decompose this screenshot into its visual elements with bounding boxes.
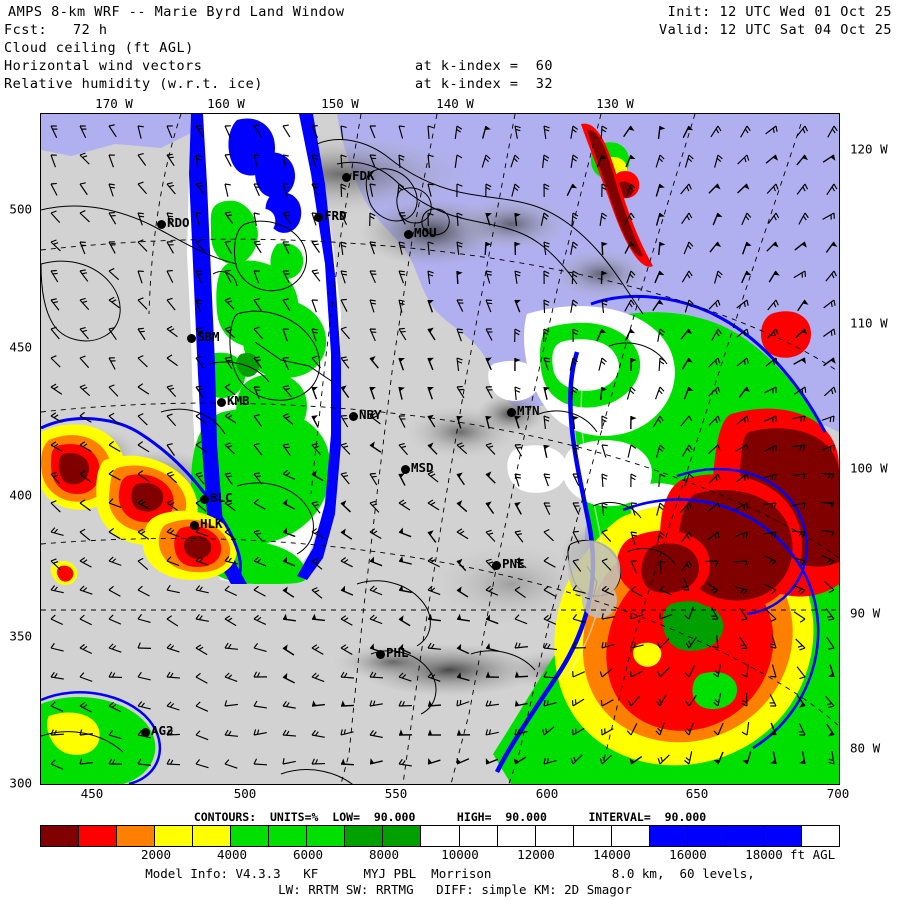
colorbar-bin-5[interactable] (231, 826, 270, 846)
station-dot-icon (187, 334, 196, 343)
axis-right-tick-3: 90 W (850, 605, 881, 621)
colorbar-units-label: ft AGL (790, 847, 836, 862)
field-label-wind-vectors: Horizontal wind vectors (4, 58, 203, 74)
station-dot-icon (404, 230, 413, 239)
colorbar-tick-8: 18000 (745, 847, 783, 862)
station-label: MTN (517, 403, 540, 418)
colorbar-bin-4[interactable] (193, 826, 232, 846)
field-label-cloud-ceiling: Cloud ceiling (ft AGL) (4, 40, 194, 56)
colorbar-bin-9[interactable] (383, 826, 422, 846)
kindex-wind-label: at k-index = 60 (415, 58, 554, 74)
colorbar-bin-10[interactable] (421, 826, 460, 846)
colorbar-bin-18[interactable] (725, 826, 764, 846)
axis-right-tick-0: 120 W (850, 141, 888, 157)
station-dot-icon (349, 412, 358, 421)
station-label: PNE (502, 556, 525, 571)
station-label: FDK (352, 168, 375, 183)
station-dot-icon (157, 220, 166, 229)
axis-left-tick-1: 450 (9, 339, 32, 355)
station-dot-icon (376, 650, 385, 659)
axis-left-tick-4: 300 (9, 775, 32, 791)
axis-top-tick-4: 130 W (596, 96, 634, 111)
colorbar-tick-3: 8000 (368, 847, 400, 862)
station-dot-icon (217, 398, 226, 407)
axis-right-tick-2: 100 W (850, 460, 888, 476)
axis-bottom-tick-4: 650 (685, 786, 709, 801)
colorbar-bin-8[interactable] (345, 826, 384, 846)
colorbar-bin-2[interactable] (117, 826, 156, 846)
colorbar-tick-5: 12000 (517, 847, 555, 862)
colorbar-tick-2: 6000 (292, 847, 324, 862)
colorbar-bin-7[interactable] (307, 826, 346, 846)
station-label: SBM (197, 329, 220, 344)
station-dot-icon (314, 213, 323, 222)
station-dot-icon (342, 173, 351, 182)
station-label: KMB (227, 393, 250, 408)
station-label: HLK (200, 516, 223, 531)
station-label: FRD (324, 208, 347, 223)
colorbar-tick-0: 2000 (140, 847, 172, 862)
kindex-humidity-label: at k-index = 32 (415, 76, 554, 92)
colorbar-bin-16[interactable] (649, 826, 688, 846)
init-time-label: Init: 12 UTC Wed 01 Oct 25 (667, 4, 892, 20)
colorbar-bin-3[interactable] (155, 826, 194, 846)
station-dot-icon (200, 495, 209, 504)
forecast-hour-label: Fcst: 72 h (4, 22, 108, 38)
colorbar-bin-19[interactable] (763, 826, 802, 846)
station-label: NBY (359, 407, 382, 422)
station-dot-icon (401, 465, 410, 474)
station-label: MOU (414, 225, 437, 240)
station-label: BLC (210, 490, 233, 505)
colorbar-bin-14[interactable] (573, 826, 612, 846)
colorbar-bin-0[interactable] (41, 826, 80, 846)
axis-bottom-tick-2: 550 (384, 786, 408, 801)
station-label: RDO (167, 215, 190, 230)
axis-right-tick-1: 110 W (850, 315, 888, 331)
axis-bottom-tick-0: 450 (80, 786, 104, 801)
station-label: MSD (411, 460, 434, 475)
station-dot-icon (190, 521, 199, 530)
map-render (41, 114, 839, 784)
station-label: AG2 (151, 723, 174, 738)
valid-time-label: Valid: 12 UTC Sat 04 Oct 25 (659, 22, 892, 38)
station-dot-icon (507, 408, 516, 417)
colorbar-tick-4: 10000 (441, 847, 479, 862)
colorbar-tick-7: 16000 (669, 847, 707, 862)
colorbar-tick-1: 4000 (216, 847, 248, 862)
axis-top-tick-1: 160 W (207, 96, 245, 111)
colorbar-bin-17[interactable] (687, 826, 726, 846)
station-dot-icon (492, 561, 501, 570)
colorbar-bin-13[interactable] (535, 826, 574, 846)
axis-left-tick-0: 500 (9, 201, 32, 217)
colorbar-bin-11[interactable] (459, 826, 498, 846)
axis-bottom-tick-5: 700 (826, 786, 850, 801)
colorbar-bin-20[interactable] (801, 826, 839, 846)
axis-top-tick-2: 150 W (321, 96, 359, 111)
colorbar-tick-6: 14000 (593, 847, 631, 862)
colorbar-bin-12[interactable] (497, 826, 536, 846)
axis-left-tick-2: 400 (9, 487, 32, 503)
colorbar-bin-15[interactable] (611, 826, 650, 846)
station-dot-icon (141, 728, 150, 737)
field-label-relative-humidity: Relative humidity (w.r.t. ice) (4, 76, 263, 92)
colorbar-bin-6[interactable] (269, 826, 308, 846)
axis-bottom-tick-1: 500 (233, 786, 257, 801)
model-info-line-2: LW: RRTM SW: RRTMG DIFF: simple KM: 2D S… (278, 882, 632, 897)
axis-top-tick-0: 170 W (95, 96, 133, 111)
map-panel[interactable]: RDO FDK FRD MOU SBM KMB NBY MTN MSD PNE PHL BLC HLK A… (40, 113, 840, 785)
axis-bottom-tick-3: 600 (535, 786, 559, 801)
contour-info-label: CONTOURS: UNITS=% LOW= 90.000 HIGH= 90.0… (193, 810, 707, 824)
page-title: AMPS 8-km WRF -- Marie Byrd Land Window (8, 4, 345, 20)
colorbar[interactable] (40, 825, 840, 847)
axis-left-tick-3: 350 (9, 628, 32, 644)
axis-top-tick-3: 140 W (436, 96, 474, 111)
axis-right-tick-4: 80 W (850, 740, 881, 756)
model-info-line-1: Model Info: V4.3.3 KF MYJ PBL Morrison 8… (145, 866, 755, 881)
colorbar-bin-1[interactable] (79, 826, 118, 846)
station-label: PHL (386, 645, 409, 660)
